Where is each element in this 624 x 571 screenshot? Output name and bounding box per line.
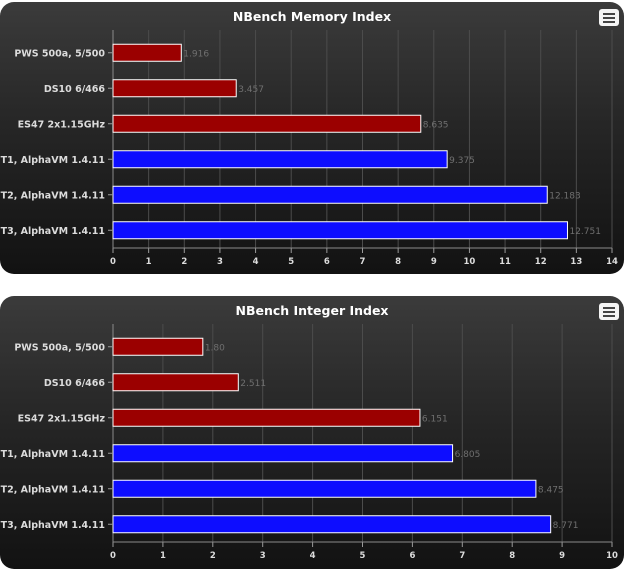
bar[interactable]: [112, 444, 454, 463]
menu-icon: [603, 13, 615, 15]
chart-menu-button[interactable]: [599, 9, 619, 26]
category-label: T2, AlphaVM 1.4.11: [1, 484, 105, 495]
chart-menu-button[interactable]: [599, 303, 619, 320]
x-tick-label: 5: [288, 257, 294, 267]
category-label: T3, AlphaVM 1.4.11: [1, 520, 105, 531]
bar[interactable]: [112, 185, 548, 204]
x-tick-label: 8: [509, 551, 515, 561]
category-label: ES47 2x1.15GHz: [18, 119, 106, 130]
integer-index-chart: NBench Integer Index 0 1 2 3 4 5 6 7 8 9 10 PWS 500a…: [0, 296, 624, 569]
bar[interactable]: [112, 408, 421, 427]
data-label: 1.80: [205, 343, 225, 353]
bar[interactable]: [112, 114, 422, 133]
data-label: 8.635: [423, 120, 449, 130]
bar[interactable]: [112, 221, 568, 240]
category-label: PWS 500a, 5/500: [14, 342, 105, 353]
bar[interactable]: [112, 337, 204, 356]
bar[interactable]: [112, 479, 537, 498]
x-tick-label: 12: [535, 257, 547, 267]
x-tick-label: 11: [499, 257, 511, 267]
category-label: PWS 500a, 5/500: [14, 48, 105, 59]
data-label: 2.511: [240, 379, 266, 389]
x-tick-label: 8: [395, 257, 401, 267]
x-tick-label: 6: [324, 257, 330, 267]
bar[interactable]: [112, 150, 448, 169]
x-tick-label: 4: [253, 257, 259, 267]
data-label: 1.916: [183, 49, 209, 59]
x-tick-label: 6: [409, 551, 415, 561]
x-tick-label: 0: [110, 551, 116, 561]
data-label: 12.751: [569, 227, 601, 237]
integer-index-plot: NBench Integer Index 0 1 2 3 4 5 6 7 8 9 10 PWS 500a…: [1, 303, 618, 561]
x-tick-label: 2: [210, 551, 216, 561]
chart-title: NBench Integer Index: [235, 303, 388, 318]
x-tick-label: 1: [146, 257, 152, 267]
x-tick-label: 9: [559, 551, 565, 561]
x-tick-label: 7: [360, 257, 366, 267]
x-tick-label: 5: [360, 551, 366, 561]
x-tick-label: 0: [110, 257, 116, 267]
x-tick-label: 2: [181, 257, 187, 267]
data-label: 8.475: [538, 485, 564, 495]
category-label: ES47 2x1.15GHz: [18, 413, 106, 424]
x-tick-label: 3: [260, 551, 266, 561]
data-label: 9.375: [449, 156, 475, 166]
data-label: 12.183: [549, 191, 581, 201]
x-tick-label: 4: [310, 551, 316, 561]
x-tick-label: 3: [217, 257, 223, 267]
category-label: DS10 6/466: [44, 84, 106, 95]
bar[interactable]: [112, 515, 552, 534]
category-label: T1, AlphaVM 1.4.11: [1, 449, 105, 460]
data-label: 6.151: [422, 414, 448, 424]
x-tick-label: 7: [459, 551, 465, 561]
x-tick-label: 10: [464, 257, 476, 267]
category-label: T1, AlphaVM 1.4.11: [1, 155, 105, 166]
bar[interactable]: [112, 79, 237, 98]
data-label: 3.457: [238, 85, 264, 95]
x-tick-label: 13: [570, 257, 582, 267]
data-label: 8.771: [553, 521, 579, 531]
bar[interactable]: [112, 373, 239, 392]
chart-title: NBench Memory Index: [233, 9, 391, 24]
x-tick-label: 9: [431, 257, 437, 267]
x-tick-label: 14: [606, 257, 618, 267]
x-tick-label: 1: [160, 551, 166, 561]
data-label: 6.805: [455, 450, 481, 460]
category-label: DS10 6/466: [44, 378, 106, 389]
category-label: T3, AlphaVM 1.4.11: [1, 226, 105, 237]
bar[interactable]: [112, 43, 182, 62]
memory-index-chart: NBench Memory Index 0 1 2 3 4 5 6 7 8 9 10 11 12 13 14 P…: [0, 2, 624, 274]
category-label: T2, AlphaVM 1.4.11: [1, 190, 105, 201]
x-tick-label: 10: [606, 551, 618, 561]
menu-icon: [603, 307, 615, 309]
